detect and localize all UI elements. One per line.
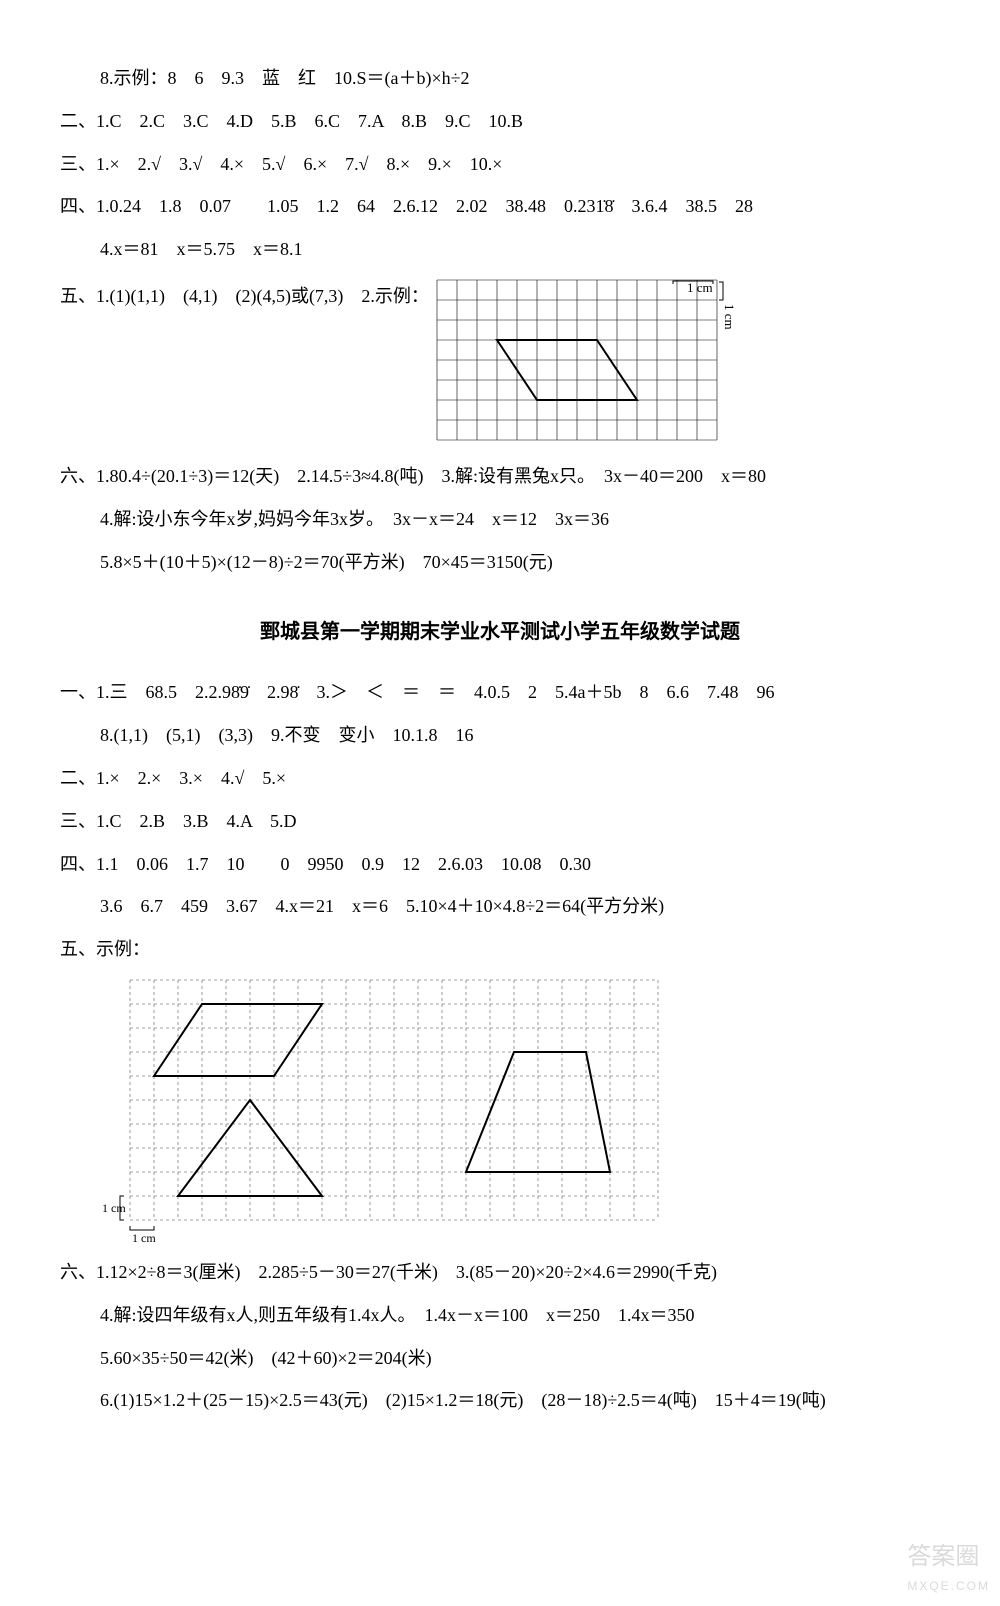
row-sec5: 五、1.(1)(1,1) (4,1) (2)(4,5)或(7,3) 2.示例： … [60,278,940,448]
grid2-container: 1 cm 1 cm [100,978,940,1244]
line-8: 8.示例：8 6 9.3 蓝 红 10.S＝(a＋b)×h÷2 [60,64,940,93]
grid1-container: 1 cm 1 cm [435,278,775,448]
grid2-svg: 1 cm 1 cm [100,978,662,1244]
title2: 鄄城县第一学期期末学业水平测试小学五年级数学试题 [60,616,940,648]
line-sec6-4: 4.解:设小东今年x岁,妈妈今年3x岁。 3x－x＝24 x＝12 3x＝36 [60,505,940,534]
line-4x: 4.x＝81 x＝5.75 x＝8.1 [60,235,940,264]
line-sec6-5: 5.8×5＋(10＋5)×(12－8)÷2＝70(平方米) 70×45＝3150… [60,548,940,577]
sec5-text: 五、1.(1)(1,1) (4,1) (2)(4,5)或(7,3) 2.示例： [60,278,429,311]
line-sec4: 四、1.0.24 1.8 0.07 1.05 1.2 64 2.6.12 2.0… [60,192,940,221]
c-line3: 5.60×35÷50＝42(米) (42＋60)×2＝204(米) [60,1344,940,1373]
svg-text:1 cm: 1 cm [102,1201,126,1215]
c-line2: 4.解:设四年级有x人,则五年级有1.4x人。 1.4x－x＝100 x＝250… [60,1301,940,1330]
svg-text:1 cm: 1 cm [687,280,713,295]
grid1-svg: 1 cm 1 cm [435,278,775,448]
c-line1: 六、1.12×2÷8＝3(厘米) 2.285÷5－30＝27(千米) 3.(85… [60,1258,940,1287]
b-line6: 3.6 6.7 459 3.67 4.x＝21 x＝6 5.10×4＋10×4.… [60,892,940,921]
b-line5: 四、1.1 0.06 1.7 10 0 9950 0.9 12 2.6.03 1… [60,850,940,879]
b-line7: 五、示例： [60,935,940,964]
watermark-sub: MXQE.COM [907,1577,990,1596]
svg-text:1 cm: 1 cm [722,304,737,330]
watermark: 答案圈 MXQE.COM [907,1538,990,1596]
line-sec3: 三、1.× 2.√ 3.√ 4.× 5.√ 6.× 7.√ 8.× 9.× 10… [60,150,940,179]
watermark-main: 答案圈 [907,1543,979,1570]
b-line4: 三、1.C 2.B 3.B 4.A 5.D [60,807,940,836]
svg-text:1 cm: 1 cm [132,1231,156,1244]
line-sec2: 二、1.C 2.C 3.C 4.D 5.B 6.C 7.A 8.B 9.C 10… [60,107,940,136]
b-line1: 一、1.三 68.5 2.2.98̇9̇ 2.98̇ 3.＞ ＜ ＝ ＝ 4.0… [60,678,940,707]
b-line2: 8.(1,1) (5,1) (3,3) 9.不变 变小 10.1.8 16 [60,721,940,750]
line-sec6-1: 六、1.80.4÷(20.1÷3)＝12(天) 2.14.5÷3≈4.8(吨) … [60,462,940,491]
c-line4: 6.(1)15×1.2＋(25－15)×2.5＝43(元) (2)15×1.2＝… [60,1386,940,1415]
b-line3: 二、1.× 2.× 3.× 4.√ 5.× [60,764,940,793]
